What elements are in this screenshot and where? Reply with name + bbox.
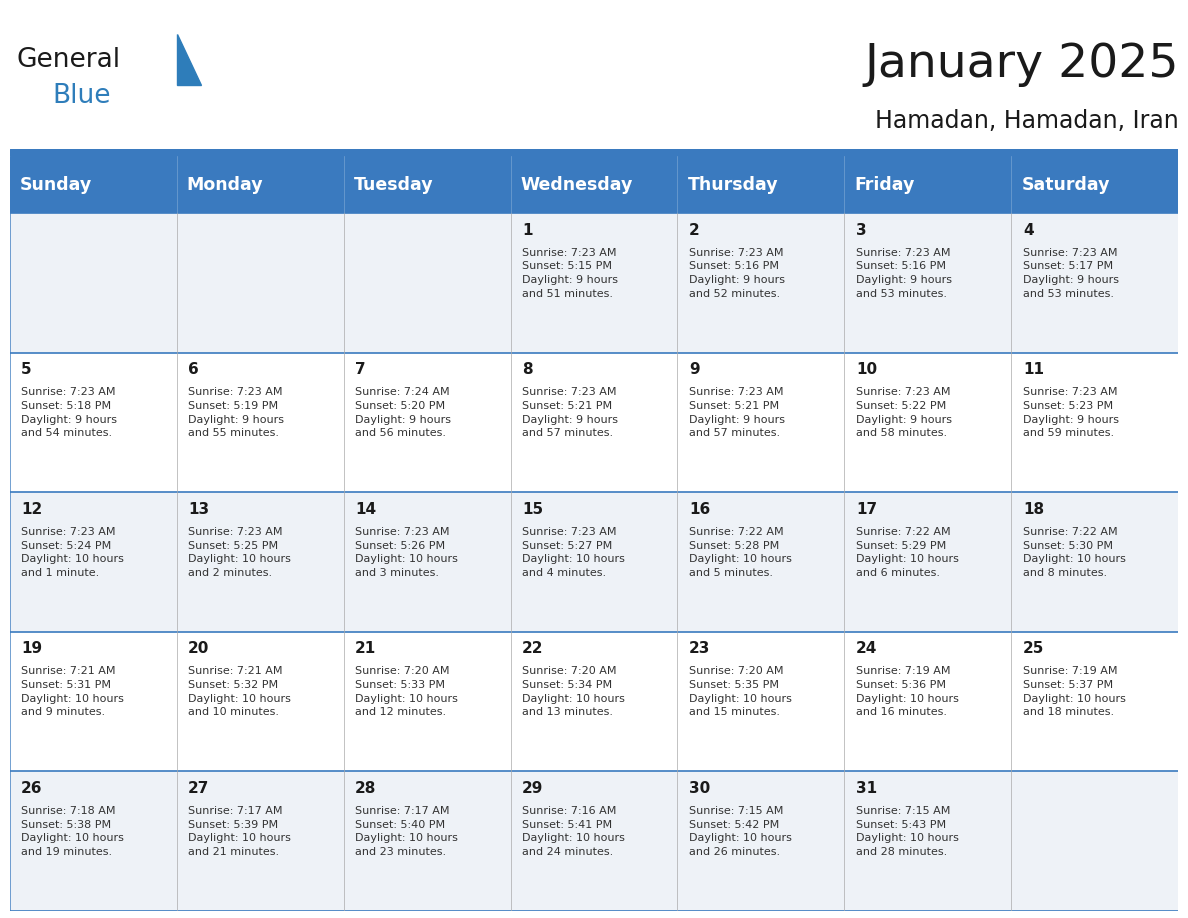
Text: 18: 18: [1023, 502, 1044, 517]
Text: Sunrise: 7:17 AM
Sunset: 5:40 PM
Daylight: 10 hours
and 23 minutes.: Sunrise: 7:17 AM Sunset: 5:40 PM Dayligh…: [355, 806, 459, 856]
Text: 2: 2: [689, 223, 700, 238]
Text: 12: 12: [21, 502, 43, 517]
Text: 20: 20: [188, 642, 209, 656]
Text: 15: 15: [523, 502, 543, 517]
Text: Sunrise: 7:15 AM
Sunset: 5:42 PM
Daylight: 10 hours
and 26 minutes.: Sunrise: 7:15 AM Sunset: 5:42 PM Dayligh…: [689, 806, 792, 856]
Text: 19: 19: [21, 642, 43, 656]
Text: Sunrise: 7:23 AM
Sunset: 5:16 PM
Daylight: 9 hours
and 53 minutes.: Sunrise: 7:23 AM Sunset: 5:16 PM Dayligh…: [857, 248, 953, 298]
Text: 9: 9: [689, 363, 700, 377]
Text: Sunrise: 7:23 AM
Sunset: 5:18 PM
Daylight: 9 hours
and 54 minutes.: Sunrise: 7:23 AM Sunset: 5:18 PM Dayligh…: [21, 387, 118, 438]
Text: 4: 4: [1023, 223, 1034, 238]
Text: Sunrise: 7:19 AM
Sunset: 5:37 PM
Daylight: 10 hours
and 18 minutes.: Sunrise: 7:19 AM Sunset: 5:37 PM Dayligh…: [1023, 666, 1126, 717]
Text: Sunrise: 7:19 AM
Sunset: 5:36 PM
Daylight: 10 hours
and 16 minutes.: Sunrise: 7:19 AM Sunset: 5:36 PM Dayligh…: [857, 666, 959, 717]
Text: Sunrise: 7:23 AM
Sunset: 5:24 PM
Daylight: 10 hours
and 1 minute.: Sunrise: 7:23 AM Sunset: 5:24 PM Dayligh…: [21, 527, 124, 577]
Text: 21: 21: [355, 642, 377, 656]
Text: Monday: Monday: [187, 175, 264, 194]
Text: Sunrise: 7:20 AM
Sunset: 5:34 PM
Daylight: 10 hours
and 13 minutes.: Sunrise: 7:20 AM Sunset: 5:34 PM Dayligh…: [523, 666, 625, 717]
Text: Sunrise: 7:23 AM
Sunset: 5:19 PM
Daylight: 9 hours
and 55 minutes.: Sunrise: 7:23 AM Sunset: 5:19 PM Dayligh…: [188, 387, 284, 438]
Text: Tuesday: Tuesday: [354, 175, 434, 194]
Text: Sunrise: 7:23 AM
Sunset: 5:23 PM
Daylight: 9 hours
and 59 minutes.: Sunrise: 7:23 AM Sunset: 5:23 PM Dayligh…: [1023, 387, 1119, 438]
Text: 3: 3: [857, 223, 867, 238]
Bar: [10, 353, 1178, 492]
Text: Sunrise: 7:23 AM
Sunset: 5:25 PM
Daylight: 10 hours
and 2 minutes.: Sunrise: 7:23 AM Sunset: 5:25 PM Dayligh…: [188, 527, 291, 577]
Text: 5: 5: [21, 363, 32, 377]
Text: 13: 13: [188, 502, 209, 517]
Text: Saturday: Saturday: [1022, 175, 1110, 194]
Text: Sunrise: 7:21 AM
Sunset: 5:31 PM
Daylight: 10 hours
and 9 minutes.: Sunrise: 7:21 AM Sunset: 5:31 PM Dayligh…: [21, 666, 124, 717]
Polygon shape: [177, 34, 201, 85]
Text: 17: 17: [857, 502, 877, 517]
Text: 6: 6: [188, 363, 198, 377]
Bar: [10, 632, 1178, 771]
Text: Sunday: Sunday: [19, 175, 91, 194]
Text: 22: 22: [523, 642, 544, 656]
Bar: [10, 771, 1178, 911]
Text: Sunrise: 7:23 AM
Sunset: 5:21 PM
Daylight: 9 hours
and 57 minutes.: Sunrise: 7:23 AM Sunset: 5:21 PM Dayligh…: [523, 387, 618, 438]
Text: Sunrise: 7:23 AM
Sunset: 5:17 PM
Daylight: 9 hours
and 53 minutes.: Sunrise: 7:23 AM Sunset: 5:17 PM Dayligh…: [1023, 248, 1119, 298]
Text: Sunrise: 7:23 AM
Sunset: 5:16 PM
Daylight: 9 hours
and 52 minutes.: Sunrise: 7:23 AM Sunset: 5:16 PM Dayligh…: [689, 248, 785, 298]
Text: 16: 16: [689, 502, 710, 517]
Text: 24: 24: [857, 642, 878, 656]
Text: 14: 14: [355, 502, 377, 517]
Text: Sunrise: 7:22 AM
Sunset: 5:29 PM
Daylight: 10 hours
and 6 minutes.: Sunrise: 7:22 AM Sunset: 5:29 PM Dayligh…: [857, 527, 959, 577]
Text: 31: 31: [857, 781, 877, 796]
Text: Friday: Friday: [854, 175, 915, 194]
Text: Sunrise: 7:17 AM
Sunset: 5:39 PM
Daylight: 10 hours
and 21 minutes.: Sunrise: 7:17 AM Sunset: 5:39 PM Dayligh…: [188, 806, 291, 856]
Text: Sunrise: 7:22 AM
Sunset: 5:28 PM
Daylight: 10 hours
and 5 minutes.: Sunrise: 7:22 AM Sunset: 5:28 PM Dayligh…: [689, 527, 792, 577]
Text: Sunrise: 7:24 AM
Sunset: 5:20 PM
Daylight: 9 hours
and 56 minutes.: Sunrise: 7:24 AM Sunset: 5:20 PM Dayligh…: [355, 387, 451, 438]
Text: Sunrise: 7:23 AM
Sunset: 5:15 PM
Daylight: 9 hours
and 51 minutes.: Sunrise: 7:23 AM Sunset: 5:15 PM Dayligh…: [523, 248, 618, 298]
Text: 27: 27: [188, 781, 209, 796]
Text: 26: 26: [21, 781, 43, 796]
Text: Sunrise: 7:23 AM
Sunset: 5:27 PM
Daylight: 10 hours
and 4 minutes.: Sunrise: 7:23 AM Sunset: 5:27 PM Dayligh…: [523, 527, 625, 577]
Text: 1: 1: [523, 223, 532, 238]
Bar: [10, 213, 1178, 353]
Text: General: General: [17, 47, 121, 73]
Text: Blue: Blue: [52, 84, 110, 109]
Text: January 2025: January 2025: [864, 41, 1178, 87]
Text: 8: 8: [523, 363, 532, 377]
Text: Hamadan, Hamadan, Iran: Hamadan, Hamadan, Iran: [874, 109, 1178, 133]
Text: Sunrise: 7:21 AM
Sunset: 5:32 PM
Daylight: 10 hours
and 10 minutes.: Sunrise: 7:21 AM Sunset: 5:32 PM Dayligh…: [188, 666, 291, 717]
Text: Wednesday: Wednesday: [520, 175, 633, 194]
Text: 7: 7: [355, 363, 366, 377]
Text: Sunrise: 7:20 AM
Sunset: 5:33 PM
Daylight: 10 hours
and 12 minutes.: Sunrise: 7:20 AM Sunset: 5:33 PM Dayligh…: [355, 666, 459, 717]
Text: 11: 11: [1023, 363, 1044, 377]
Text: 23: 23: [689, 642, 710, 656]
Text: Sunrise: 7:18 AM
Sunset: 5:38 PM
Daylight: 10 hours
and 19 minutes.: Sunrise: 7:18 AM Sunset: 5:38 PM Dayligh…: [21, 806, 124, 856]
Bar: [10, 492, 1178, 632]
Text: 30: 30: [689, 781, 710, 796]
Text: Sunrise: 7:22 AM
Sunset: 5:30 PM
Daylight: 10 hours
and 8 minutes.: Sunrise: 7:22 AM Sunset: 5:30 PM Dayligh…: [1023, 527, 1126, 577]
Text: Sunrise: 7:20 AM
Sunset: 5:35 PM
Daylight: 10 hours
and 15 minutes.: Sunrise: 7:20 AM Sunset: 5:35 PM Dayligh…: [689, 666, 792, 717]
Text: 25: 25: [1023, 642, 1044, 656]
Text: 28: 28: [355, 781, 377, 796]
Text: Sunrise: 7:23 AM
Sunset: 5:26 PM
Daylight: 10 hours
and 3 minutes.: Sunrise: 7:23 AM Sunset: 5:26 PM Dayligh…: [355, 527, 459, 577]
Text: Sunrise: 7:15 AM
Sunset: 5:43 PM
Daylight: 10 hours
and 28 minutes.: Sunrise: 7:15 AM Sunset: 5:43 PM Dayligh…: [857, 806, 959, 856]
Text: Sunrise: 7:16 AM
Sunset: 5:41 PM
Daylight: 10 hours
and 24 minutes.: Sunrise: 7:16 AM Sunset: 5:41 PM Dayligh…: [523, 806, 625, 856]
Text: Sunrise: 7:23 AM
Sunset: 5:21 PM
Daylight: 9 hours
and 57 minutes.: Sunrise: 7:23 AM Sunset: 5:21 PM Dayligh…: [689, 387, 785, 438]
Text: Sunrise: 7:23 AM
Sunset: 5:22 PM
Daylight: 9 hours
and 58 minutes.: Sunrise: 7:23 AM Sunset: 5:22 PM Dayligh…: [857, 387, 953, 438]
Text: 29: 29: [523, 781, 544, 796]
Text: 10: 10: [857, 363, 877, 377]
Text: Thursday: Thursday: [688, 175, 778, 194]
